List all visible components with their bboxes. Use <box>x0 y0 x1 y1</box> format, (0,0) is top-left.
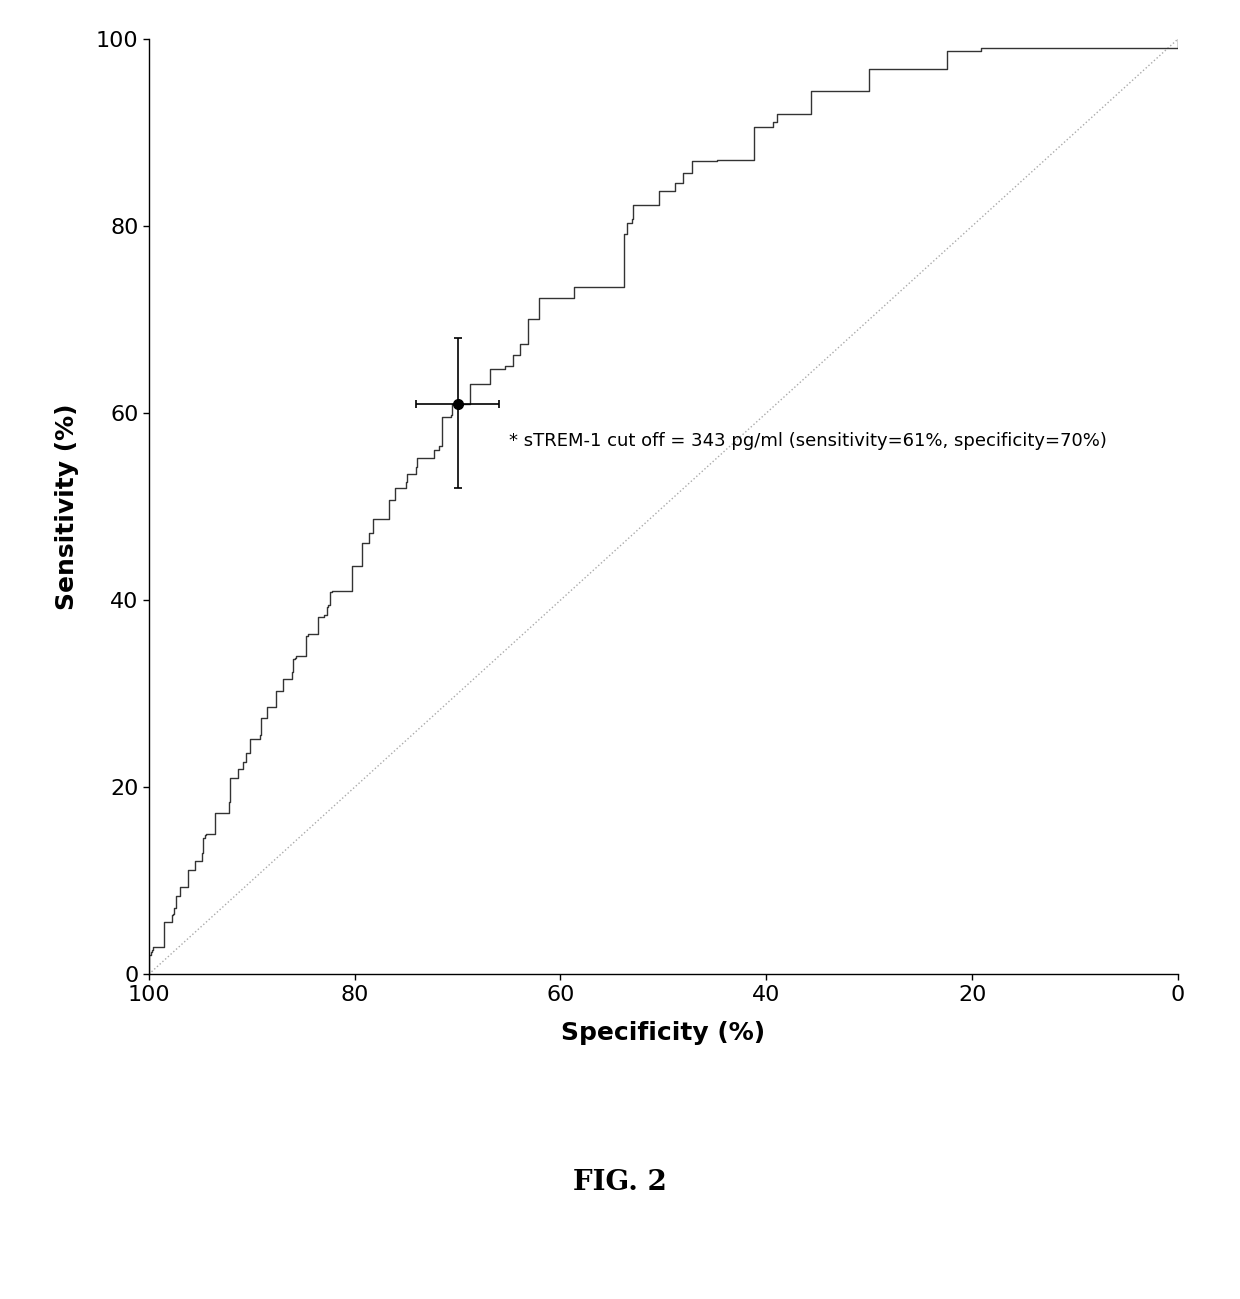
Y-axis label: Sensitivity (%): Sensitivity (%) <box>55 404 79 609</box>
Text: FIG. 2: FIG. 2 <box>573 1169 667 1195</box>
X-axis label: Specificity (%): Specificity (%) <box>562 1021 765 1046</box>
Text: * sTREM-1 cut off = 343 pg/ml (sensitivity=61%, specificity=70%): * sTREM-1 cut off = 343 pg/ml (sensitivi… <box>508 431 1107 449</box>
